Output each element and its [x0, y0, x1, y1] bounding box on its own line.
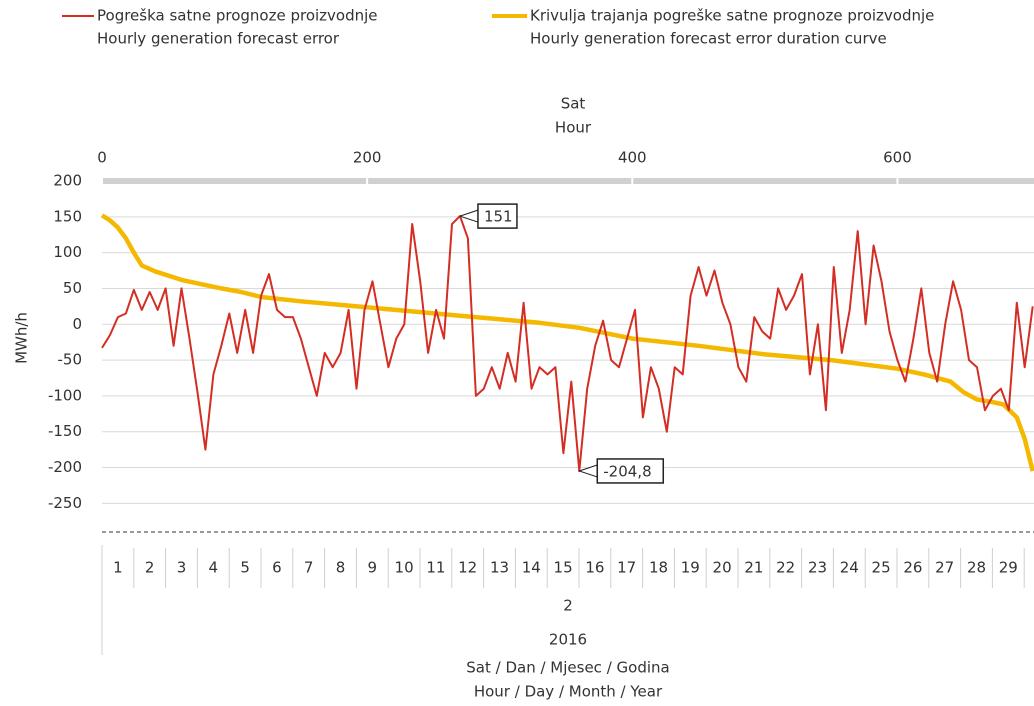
legend-label: Pogreška satne prognoze proizvodnje	[97, 7, 378, 25]
x-tick-label: 9	[368, 559, 378, 577]
y-tick-label: 200	[53, 172, 82, 190]
x-tick-label: 7	[304, 559, 314, 577]
y-tick-label: -50	[58, 351, 83, 369]
x2-axis-title: Sat	[561, 95, 586, 113]
y-tick-label: -100	[48, 386, 82, 404]
y-tick-label: -200	[48, 458, 82, 476]
x2-tick-label: 600	[883, 149, 912, 167]
annotation-leader	[458, 209, 479, 223]
y-axis-title: MWh/h	[13, 312, 31, 364]
annotation-text: 151	[484, 208, 513, 226]
legend-label: Krivulja trajanja pogreške satne prognoz…	[530, 7, 934, 25]
annotation-text: -204,8	[603, 462, 651, 480]
x-tick-label: 29	[999, 559, 1018, 577]
x-tick-label: 27	[935, 559, 954, 577]
x-tick-label: 20	[713, 559, 732, 577]
x-tick-label: 28	[967, 559, 986, 577]
x-tick-label: 22	[776, 559, 795, 577]
month-label: 2	[563, 597, 573, 615]
x-tick-label: 17	[617, 559, 636, 577]
x-tick-label: 19	[681, 559, 700, 577]
x-tick-label: 25	[872, 559, 891, 577]
x-tick-label: 23	[808, 559, 827, 577]
y-tick-label: 150	[53, 207, 82, 225]
x2-tick-label: 200	[353, 149, 382, 167]
x-tick-label: 21	[744, 559, 763, 577]
y-tick-label: 100	[53, 243, 82, 261]
legend-label: Hourly generation forecast error duratio…	[530, 30, 887, 48]
x-tick-label: 11	[426, 559, 445, 577]
annotation-box	[477, 203, 518, 229]
series-line	[101, 215, 1034, 472]
x-tick-label: 10	[395, 559, 414, 577]
x-tick-label: 18	[649, 559, 668, 577]
y-tick-label: -150	[48, 422, 82, 440]
y-tick-label: -250	[48, 494, 82, 512]
x2-axis-title: Hour	[555, 119, 592, 137]
x-tick-label: 13	[490, 559, 509, 577]
y-tick-label: 50	[63, 279, 82, 297]
x-axis-title: Hour / Day / Month / Year	[474, 683, 663, 701]
x-tick-label: 12	[458, 559, 477, 577]
x-tick-label: 5	[240, 559, 250, 577]
annotation-leader	[577, 464, 598, 478]
x-tick-label: 2	[145, 559, 155, 577]
x-tick-label: 14	[522, 559, 541, 577]
x-tick-label: 16	[585, 559, 604, 577]
x2-tick-label: 400	[618, 149, 647, 167]
x-tick-label: 4	[209, 559, 219, 577]
y-tick-label: 0	[72, 315, 82, 333]
x-tick-label: 3	[177, 559, 187, 577]
legend-label: Hourly generation forecast error	[97, 30, 340, 48]
x-tick-label: 6	[272, 559, 282, 577]
series-line	[100, 213, 1034, 472]
x-axis-title: Sat / Dan / Mjesec / Godina	[466, 659, 669, 677]
x-tick-label: 26	[903, 559, 922, 577]
x2-tick-label: 0	[97, 149, 107, 167]
x-tick-label: 15	[554, 559, 573, 577]
x-tick-label: 1	[113, 559, 123, 577]
annotation-box	[596, 458, 665, 484]
x-tick-label: 8	[336, 559, 346, 577]
x-tick-label: 24	[840, 559, 859, 577]
year-label: 2016	[549, 631, 587, 649]
